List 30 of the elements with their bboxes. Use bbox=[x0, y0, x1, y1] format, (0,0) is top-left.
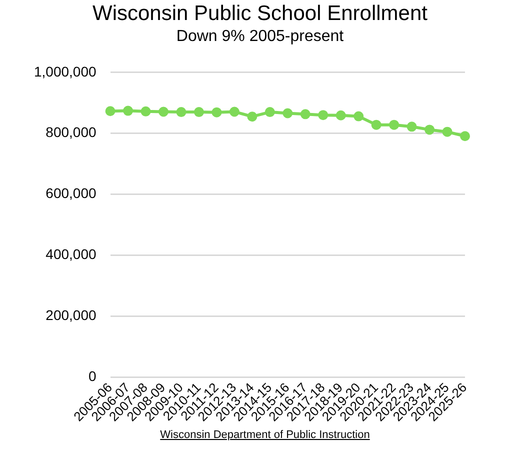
point bbox=[194, 107, 204, 118]
y-tick-label: 1,000,000 bbox=[34, 63, 96, 80]
y-tick-label: 400,000 bbox=[46, 246, 96, 262]
point bbox=[105, 106, 116, 116]
text: Wisconsin Department of Public Instruction bbox=[159, 429, 371, 441]
point bbox=[318, 110, 328, 120]
point bbox=[371, 120, 382, 130]
point bbox=[158, 106, 168, 117]
point bbox=[229, 106, 240, 117]
chart-title: Wisconsin Public School Enrollment bbox=[92, 2, 428, 26]
point bbox=[336, 110, 346, 120]
point bbox=[406, 122, 417, 132]
point bbox=[247, 112, 258, 122]
point bbox=[212, 107, 222, 118]
point bbox=[176, 107, 186, 118]
point bbox=[389, 120, 400, 130]
point bbox=[442, 126, 452, 137]
point bbox=[460, 131, 470, 142]
point bbox=[123, 106, 134, 116]
y-tick-label: 600,000 bbox=[46, 185, 96, 202]
y-tick-label: 0 bbox=[88, 368, 96, 384]
point bbox=[282, 108, 293, 118]
point bbox=[264, 107, 275, 118]
point bbox=[354, 111, 364, 122]
point bbox=[424, 124, 435, 135]
y-tick-label: 200,000 bbox=[46, 307, 96, 324]
point bbox=[140, 106, 151, 116]
point bbox=[300, 109, 310, 120]
chart-subtitle: Down 9% 2005-present bbox=[175, 28, 345, 46]
y-tick-label: 800,000 bbox=[46, 124, 96, 140]
